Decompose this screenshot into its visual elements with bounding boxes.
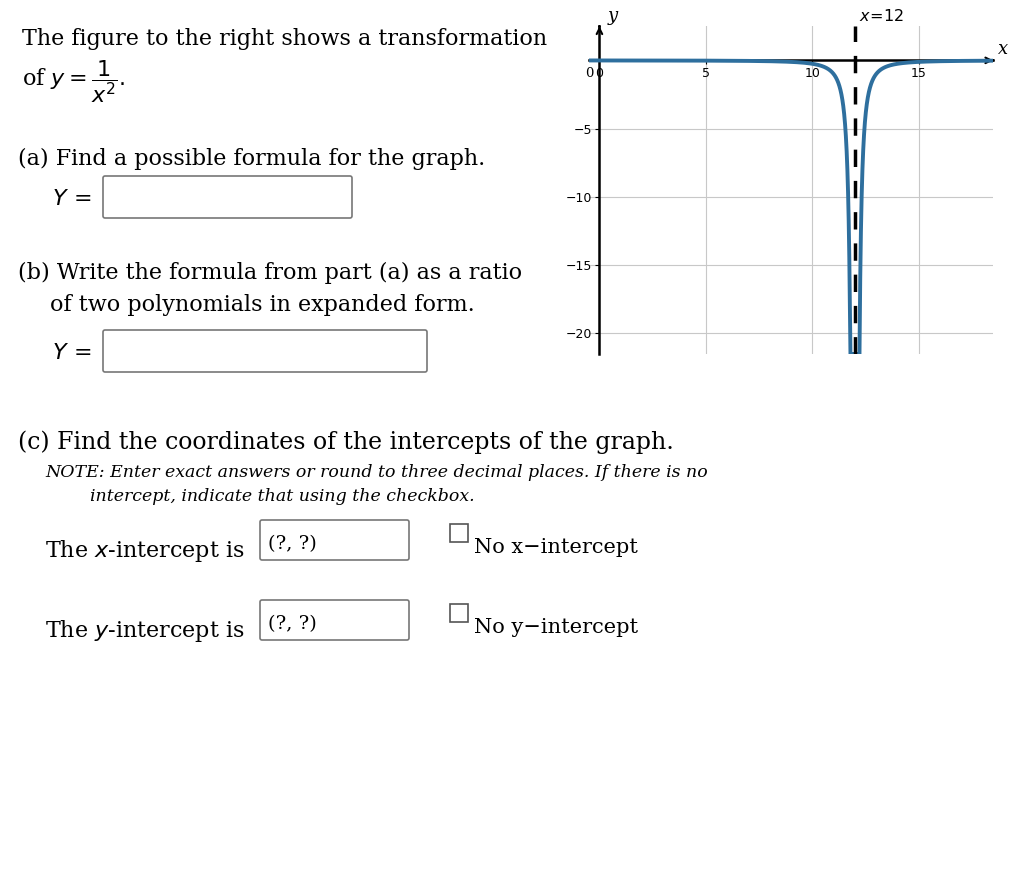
Text: of $y = \dfrac{1}{x^2}.$: of $y = \dfrac{1}{x^2}.$ (22, 58, 125, 105)
Text: intercept, indicate that using the checkbox.: intercept, indicate that using the check… (90, 488, 475, 505)
Text: No x−intercept: No x−intercept (474, 538, 638, 557)
Bar (450, 524, 468, 542)
FancyBboxPatch shape (260, 520, 409, 560)
Text: 0: 0 (585, 67, 593, 80)
FancyBboxPatch shape (103, 330, 427, 372)
Text: x: x (997, 40, 1008, 59)
Text: (b) Write the formula from part (a) as a ratio: (b) Write the formula from part (a) as a… (18, 262, 522, 284)
Text: (c) Find the coordinates of the intercepts of the graph.: (c) Find the coordinates of the intercep… (18, 430, 674, 454)
Bar (450, 604, 468, 622)
FancyBboxPatch shape (103, 176, 352, 218)
FancyBboxPatch shape (260, 600, 409, 640)
Text: of two polynomials in expanded form.: of two polynomials in expanded form. (50, 294, 475, 316)
Text: (?, ?): (?, ?) (268, 535, 316, 553)
Text: $Y\,=$: $Y\,=$ (52, 342, 92, 364)
Text: (a) Find a possible formula for the graph.: (a) Find a possible formula for the grap… (18, 148, 485, 170)
Text: NOTE: Enter exact answers or round to three decimal places. If there is no: NOTE: Enter exact answers or round to th… (45, 464, 708, 481)
Text: No y−intercept: No y−intercept (474, 618, 638, 637)
Text: $Y\,=$: $Y\,=$ (52, 188, 92, 210)
Text: y: y (608, 7, 618, 24)
Text: The $y$-intercept is: The $y$-intercept is (45, 618, 245, 644)
Text: (?, ?): (?, ?) (268, 615, 316, 633)
Text: The figure to the right shows a transformation: The figure to the right shows a transfor… (22, 28, 547, 50)
Text: The $x$-intercept is: The $x$-intercept is (45, 538, 245, 564)
Text: $x\!=\!12$: $x\!=\!12$ (859, 8, 904, 24)
